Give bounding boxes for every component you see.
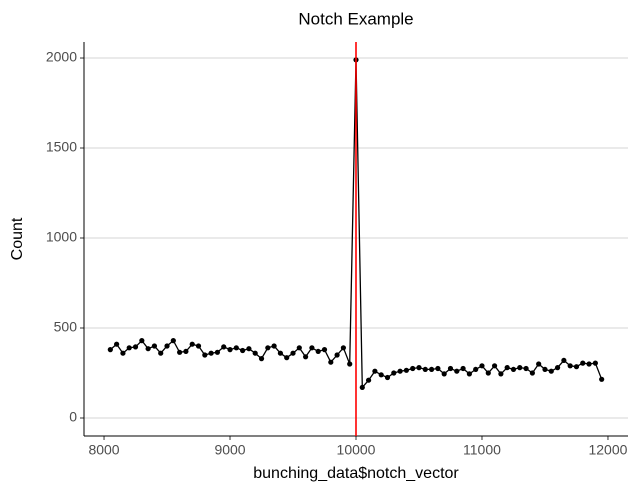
point [252, 350, 258, 356]
point [158, 350, 164, 356]
point [221, 344, 227, 350]
point [504, 365, 510, 371]
point [208, 350, 214, 356]
point [548, 368, 554, 374]
point [107, 347, 113, 353]
point [498, 371, 504, 377]
x-tick-label: 10000 [337, 442, 376, 458]
point [599, 376, 605, 382]
point [321, 347, 328, 353]
point [372, 368, 378, 374]
point [428, 366, 435, 373]
y-tick-label: 500 [54, 319, 78, 335]
y-tick-label: 1000 [46, 229, 77, 245]
point [334, 352, 340, 358]
point [309, 345, 315, 351]
point [403, 367, 409, 373]
point [485, 370, 491, 376]
point [233, 345, 239, 351]
point [580, 360, 586, 366]
y-tick-label: 0 [69, 409, 77, 425]
point [536, 361, 542, 367]
point [523, 365, 529, 372]
point [491, 363, 498, 369]
x-tick-label: 8000 [88, 442, 119, 458]
point [441, 371, 447, 377]
point [246, 346, 252, 352]
point [202, 352, 208, 358]
point [177, 349, 183, 355]
x-tick-label: 12000 [588, 442, 627, 458]
point [365, 377, 372, 383]
point [454, 368, 460, 374]
point [567, 363, 573, 369]
point [296, 345, 302, 351]
point [460, 365, 466, 372]
y-tick-label: 2000 [46, 49, 77, 65]
point [151, 343, 158, 349]
point [183, 348, 189, 355]
point [265, 345, 271, 351]
point [126, 345, 132, 351]
point [391, 370, 397, 376]
point [529, 370, 535, 376]
point [189, 341, 195, 347]
point [328, 359, 334, 365]
point [227, 347, 233, 353]
point [359, 384, 365, 391]
point [132, 344, 139, 350]
point [510, 366, 517, 373]
point [592, 360, 598, 366]
point [145, 346, 151, 352]
x-axis-label: bunching_data$notch_vector [253, 465, 459, 482]
point [240, 347, 246, 354]
point [378, 372, 384, 378]
point [271, 343, 277, 349]
y-tick-label: 1500 [46, 139, 77, 155]
point [435, 365, 441, 372]
point [416, 365, 422, 371]
point [277, 350, 284, 356]
point [170, 338, 176, 344]
point [447, 365, 454, 372]
point [340, 345, 347, 351]
point [195, 343, 202, 349]
point [315, 348, 321, 355]
point [397, 368, 403, 374]
point [384, 374, 391, 381]
point [410, 365, 416, 372]
point [561, 357, 567, 364]
x-tick-label: 11000 [463, 442, 501, 458]
point [554, 365, 561, 371]
x-tick-label: 9000 [214, 442, 245, 458]
point [542, 366, 548, 373]
point [466, 371, 472, 377]
point [214, 349, 221, 355]
point [473, 366, 479, 373]
point [290, 350, 296, 356]
point [586, 361, 592, 367]
y-axis-label: Count [9, 217, 26, 260]
point [284, 355, 290, 361]
point [114, 341, 120, 347]
point [347, 361, 353, 367]
point [303, 354, 309, 360]
point [517, 365, 523, 371]
point [164, 343, 170, 349]
point [258, 356, 265, 362]
point [479, 363, 485, 369]
point [120, 350, 126, 356]
point [573, 364, 580, 370]
chart-title: Notch Example [298, 9, 413, 28]
point [139, 338, 145, 344]
point [422, 366, 428, 373]
